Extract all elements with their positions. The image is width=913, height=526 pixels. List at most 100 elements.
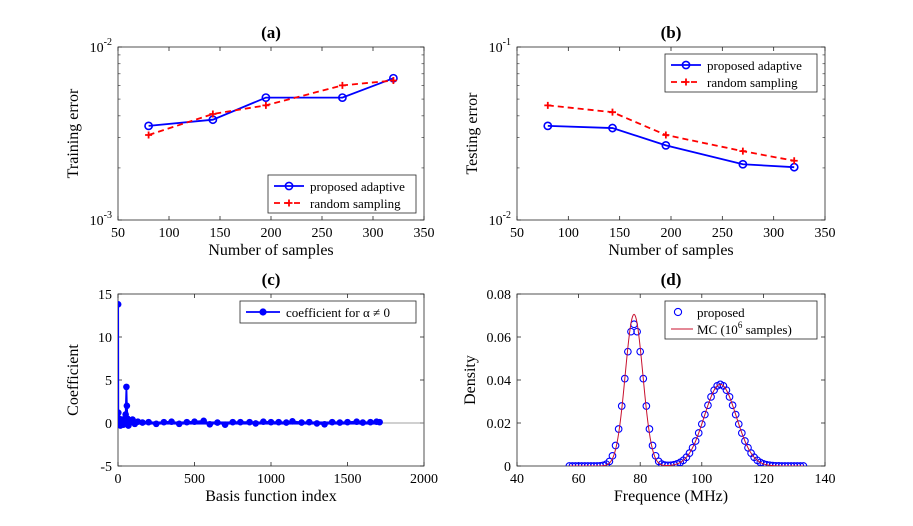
y-axis-label-d: Density bbox=[462, 355, 479, 405]
legend-box bbox=[267, 174, 417, 214]
series-c-0-point bbox=[289, 417, 296, 425]
series-c-0-point bbox=[328, 418, 336, 426]
x-tick-label: 120 bbox=[753, 472, 774, 487]
panel-a: 50 100 150 200 250 300 350 10-3 10-2 (a) Number of… bbox=[65, 23, 435, 259]
legend-entry-b-1-marker bbox=[682, 78, 690, 86]
x-tick-label: 250 bbox=[312, 226, 333, 241]
legend-entry-c-0-marker bbox=[259, 308, 267, 316]
series-d-0-point bbox=[701, 410, 709, 419]
panel-d: 40 60 80 100 120 140 0 0.02 0.04 0.06 0.08 (d) Frequ… bbox=[462, 270, 836, 505]
series-c-0-point bbox=[145, 418, 152, 426]
x-tick-label: 150 bbox=[210, 226, 231, 241]
series-a-0-point bbox=[261, 93, 271, 102]
series-d-1-line bbox=[569, 313, 804, 466]
series-c-0-point bbox=[353, 418, 360, 426]
series-b-1-point bbox=[544, 101, 552, 109]
x-axis-label-a: Number of samples bbox=[208, 242, 333, 259]
x-tick-label: 100 bbox=[159, 226, 180, 241]
x-tick-label: 200 bbox=[261, 226, 282, 241]
legend-entry-b-0-marker bbox=[681, 60, 691, 70]
legend-entry-d-0-marker bbox=[673, 307, 683, 317]
plot-area-a bbox=[144, 73, 398, 139]
x-tick-label: 2000 bbox=[410, 472, 438, 487]
legend-a: proposed adaptive random sampling bbox=[267, 174, 417, 214]
y-tick-label: 0 bbox=[105, 417, 112, 432]
panel-b: 50 100 150 200 250 300 350 10-2 10-1 (b) Number of… bbox=[464, 23, 836, 259]
series-d-0-point bbox=[694, 429, 703, 437]
legend-entry-a-0-marker bbox=[284, 181, 294, 191]
legend-entry-a-0-label: proposed adaptive bbox=[310, 179, 405, 194]
series-c-0-point bbox=[305, 418, 313, 426]
legend-c: coefficient for α ≠ 0 bbox=[239, 300, 417, 324]
legend-box bbox=[239, 300, 417, 324]
y-tick-label: 10-1 bbox=[489, 37, 511, 56]
plot-area-c bbox=[118, 301, 424, 429]
legend-entry-d-1-label: MC (106 samples) bbox=[697, 320, 792, 337]
series-c-0-point bbox=[206, 420, 214, 428]
y-tick-label: 10-2 bbox=[489, 210, 511, 229]
legend-entry-c-0-label: coefficient for α ≠ 0 bbox=[286, 305, 390, 320]
series-d-0-point bbox=[697, 420, 706, 428]
series-a-1-point bbox=[209, 110, 217, 118]
x-tick-label: 60 bbox=[572, 472, 586, 487]
x-tick-label: 50 bbox=[510, 226, 524, 241]
x-tick-label: 300 bbox=[363, 226, 384, 241]
series-b-1-point bbox=[608, 108, 616, 116]
series-d-0-point bbox=[568, 462, 577, 466]
series-c-0-point bbox=[237, 418, 244, 426]
legend-entry-d-0-label: proposed bbox=[697, 305, 745, 320]
y-tick-label: 10 bbox=[98, 331, 112, 346]
x-tick-label: 140 bbox=[815, 472, 836, 487]
panel-title-b: (b) bbox=[661, 23, 682, 42]
series-a-1-point bbox=[262, 101, 270, 109]
series-c-0-point bbox=[298, 419, 305, 426]
series-d-0-point bbox=[725, 393, 734, 401]
x-axis-label-c: Basis function index bbox=[205, 488, 337, 505]
series-c-0-point bbox=[376, 418, 383, 426]
plot-area-b bbox=[543, 101, 799, 172]
y-tick-label: 5 bbox=[105, 374, 112, 389]
x-tick-label: 200 bbox=[661, 226, 682, 241]
y-tick-label: 0.02 bbox=[487, 417, 512, 432]
series-c-0-point bbox=[160, 418, 168, 426]
series-c-0-point bbox=[246, 418, 253, 426]
y-tick-label: -5 bbox=[100, 460, 112, 475]
y-axis-label-a: Training error bbox=[65, 88, 82, 178]
series-b-1-point bbox=[662, 131, 670, 139]
series-d-0-point bbox=[605, 457, 614, 466]
series-b-1-point bbox=[739, 147, 747, 155]
y-tick-label: 0.08 bbox=[487, 288, 512, 303]
x-tick-label: 1500 bbox=[334, 472, 362, 487]
series-d-0-point bbox=[737, 429, 746, 437]
x-tick-label: 350 bbox=[414, 226, 435, 241]
x-tick-label: 100 bbox=[691, 472, 712, 487]
series-c-0-point bbox=[200, 417, 207, 425]
x-tick-label: 40 bbox=[510, 472, 524, 487]
series-c-0-point bbox=[344, 418, 351, 426]
series-c-0-point bbox=[118, 409, 122, 416]
series-d-0-point bbox=[574, 462, 583, 466]
series-c-0-point bbox=[214, 419, 221, 426]
series-d-0-point bbox=[707, 393, 715, 401]
series-d-0-point bbox=[704, 401, 712, 410]
series-c-0-point bbox=[123, 402, 131, 410]
series-a-1-point bbox=[338, 81, 346, 89]
series-c-0-point bbox=[168, 418, 175, 426]
series-c-0-point bbox=[183, 418, 191, 426]
series-d-0-point bbox=[691, 437, 700, 445]
y-tick-label: 10-3 bbox=[90, 210, 112, 229]
x-axis-label-b: Number of samples bbox=[608, 242, 733, 259]
legend-entry-a-1-marker bbox=[285, 199, 293, 207]
series-d-0-point bbox=[565, 462, 574, 466]
series-c-0-point bbox=[221, 421, 229, 429]
y-tick-label: 10-2 bbox=[90, 37, 112, 56]
series-c-0-point bbox=[139, 419, 146, 426]
series-d-0-point bbox=[722, 386, 731, 395]
series-b-0-point bbox=[661, 140, 671, 150]
plot-area-d bbox=[565, 313, 808, 466]
series-c-0-point bbox=[229, 418, 237, 426]
series-c-0-point bbox=[260, 418, 267, 426]
series-c-0-point bbox=[175, 420, 183, 428]
